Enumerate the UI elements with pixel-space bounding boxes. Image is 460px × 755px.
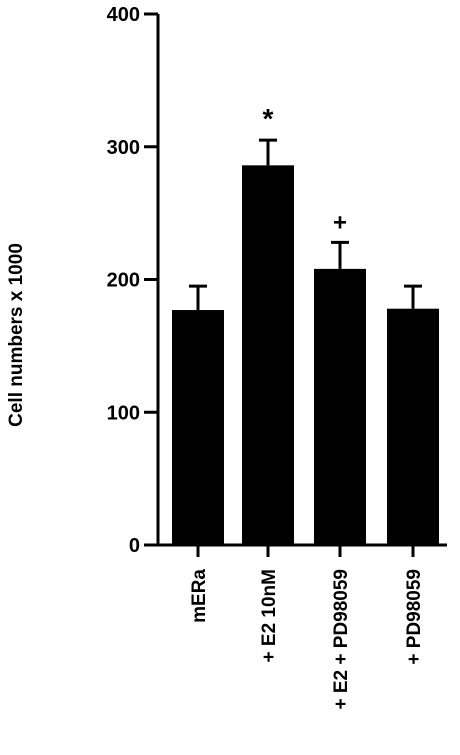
y-tick-label: 100: [107, 402, 140, 424]
x-tick-labels: mERa + E2 10nM + E2 + PD98059 + PD98059: [189, 569, 425, 710]
y-tick-label: 400: [107, 4, 140, 26]
x-tick-label: + PD98059: [404, 569, 425, 665]
bars: *+: [172, 103, 439, 545]
significance-marker: +: [333, 209, 347, 236]
x-tick-label: + E2 + PD98059: [331, 569, 352, 710]
bar: [172, 310, 224, 545]
significance-marker: *: [263, 103, 274, 134]
x-tick-label: + E2 10nM: [259, 569, 280, 662]
y-axis-label: Cell numbers x 1000: [6, 243, 27, 427]
y-tick-label: 0: [129, 535, 140, 557]
y-tick-label: 300: [107, 137, 140, 159]
bar: [387, 308, 439, 545]
bar: [314, 268, 366, 545]
y-tick-label: 200: [107, 270, 140, 292]
bar: [242, 165, 294, 545]
x-tick-label: mERa: [189, 569, 210, 623]
